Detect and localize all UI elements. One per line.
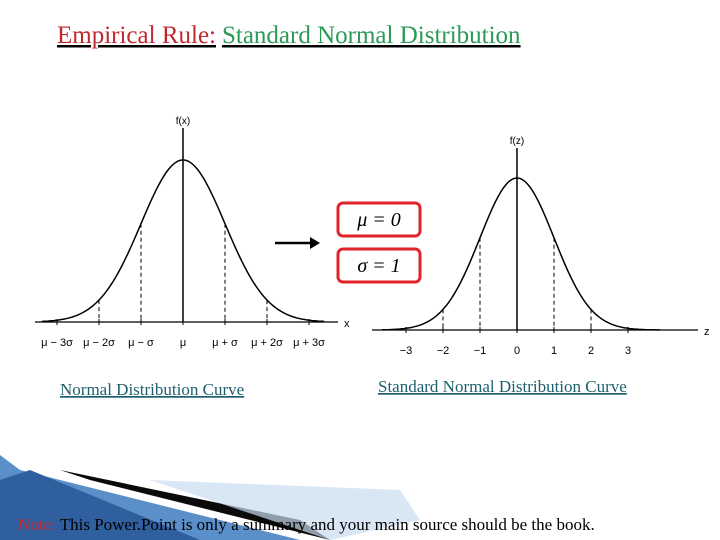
x-axis-label: z [704, 326, 710, 338]
right-caption: Standard Normal Distribution Curve [378, 377, 627, 396]
left-caption: Normal Distribution Curve [60, 380, 244, 399]
note: Note: This Power.Point is only a summary… [18, 515, 595, 534]
tick-label: μ + 3σ [293, 337, 325, 349]
sd-box [336, 247, 422, 284]
tick-label: μ − 2σ [83, 337, 115, 349]
tick-label: 3 [625, 345, 631, 357]
sd-label: σ = 1 [357, 255, 400, 277]
title-part: Empirical Rule: [57, 22, 216, 49]
tick-label: μ + σ [212, 337, 238, 349]
note-label: Note: [18, 515, 56, 534]
tick-label: −1 [474, 345, 487, 357]
right-plot: −3 −2 −1 0 1 2 3 f(z) z [372, 136, 710, 357]
tick-label: μ [180, 337, 186, 349]
curve [41, 159, 325, 323]
tick-label: −2 [437, 345, 450, 357]
tick-label: 2 [588, 345, 594, 357]
mean-label: μ = 0 [356, 209, 401, 231]
left-plot: μ − 3σ μ − 2σ μ − σ μ μ + σ μ + 2σ μ + 3σ f(x) x [35, 116, 350, 349]
decor-swoosh [60, 470, 330, 540]
tick-label: 1 [551, 345, 557, 357]
tick-label: μ − 3σ [41, 337, 73, 349]
decor-swoosh [0, 470, 200, 540]
arrow-head [310, 237, 320, 249]
title-part: Standard Normal Distribution [222, 22, 521, 49]
slide-title: Empirical Rule: Standard Normal Distribut… [57, 22, 521, 49]
tick-label: μ − σ [128, 337, 154, 349]
tick-label: μ + 2σ [251, 337, 283, 349]
tick-label: −3 [400, 345, 413, 357]
tick-label: 0 [514, 345, 520, 357]
note-text: This Power.Point is only a summary and y… [56, 515, 595, 534]
y-axis-label: f(x) [176, 116, 190, 127]
decor-swoosh [150, 480, 420, 540]
curve [382, 177, 660, 331]
y-axis-label: f(z) [510, 136, 524, 147]
x-axis-label: x [344, 318, 350, 330]
mean-box [336, 201, 422, 238]
